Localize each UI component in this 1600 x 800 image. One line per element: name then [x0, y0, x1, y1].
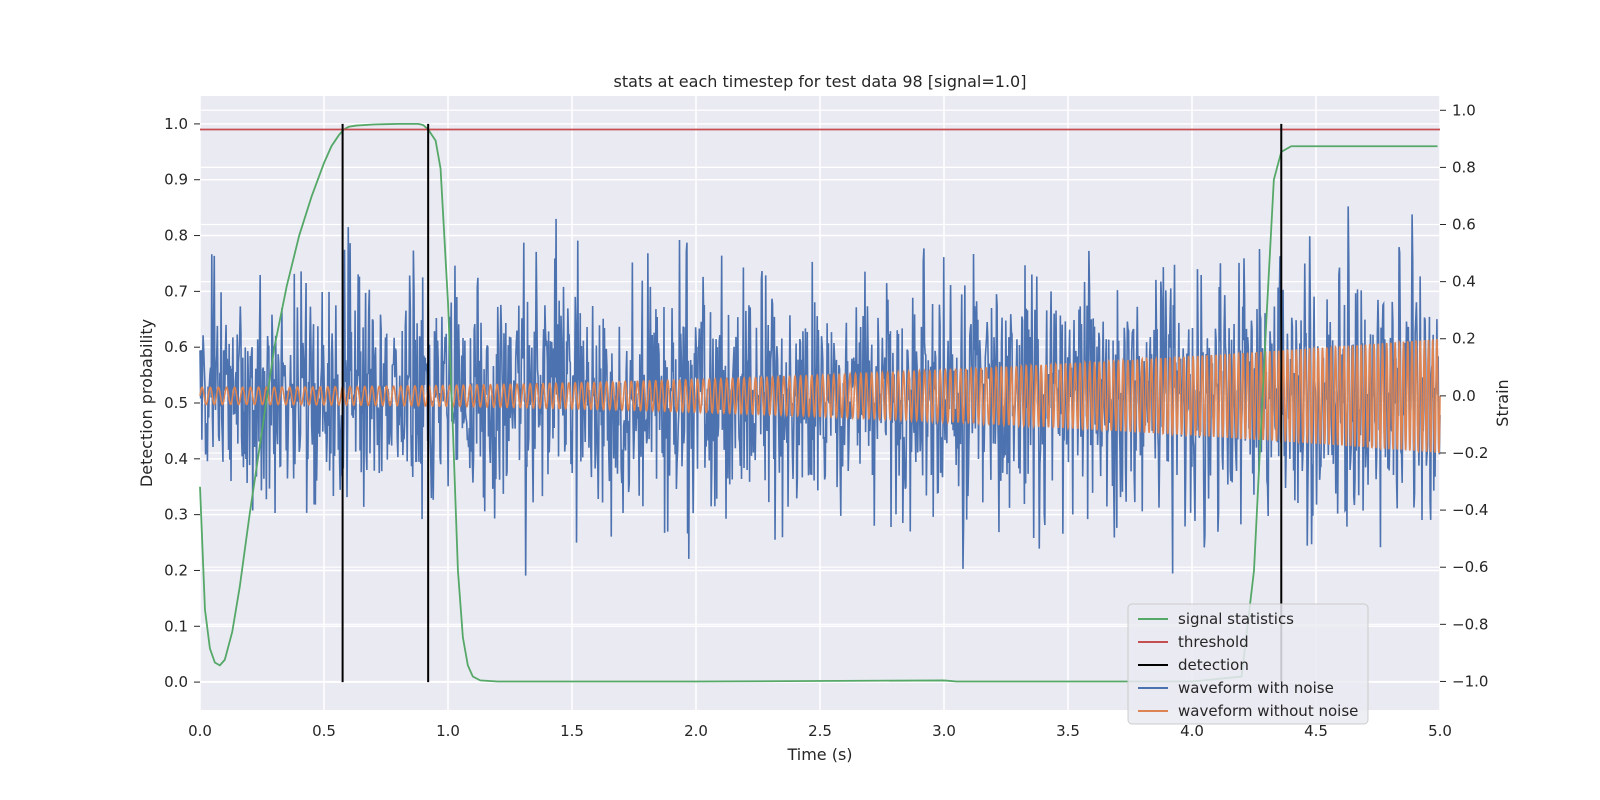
- legend-label: threshold: [1178, 633, 1249, 651]
- plot-marks: [199, 123, 1441, 683]
- legend-label: waveform without noise: [1178, 702, 1358, 720]
- y-tick-label-left: 0.2: [164, 561, 188, 579]
- y-tick-label-right: −0.4: [1452, 501, 1488, 519]
- y-tick-label-left: 0.0: [164, 673, 188, 691]
- x-tick-label: 3.5: [1056, 722, 1080, 740]
- y-tick-label-left: 0.9: [164, 171, 188, 189]
- y-tick-label-right: −1.0: [1452, 672, 1488, 690]
- ticks: 0.0 0.5 1.0 1.5 2.0 2.5 3.0 3.5 4.0 4.5 5.0 0.0 0.1 0…: [164, 101, 1488, 740]
- x-axis-label: Time (s): [786, 745, 852, 764]
- x-tick-label: 2.0: [684, 722, 708, 740]
- y-tick-label-right: 0.4: [1452, 273, 1476, 291]
- waveform-without-noise-line: [199, 338, 1441, 454]
- y-axis-label-left: Detection probability: [137, 319, 156, 487]
- x-tick-label: 3.0: [932, 722, 956, 740]
- y-tick-label-right: −0.8: [1452, 615, 1488, 633]
- y-tick-label-right: −0.2: [1452, 444, 1488, 462]
- y-tick-label-right: 0.0: [1452, 387, 1476, 405]
- y-tick-label-left: 0.1: [164, 617, 188, 635]
- y-tick-label-left: 0.3: [164, 506, 188, 524]
- y-tick-label-left: 0.7: [164, 282, 188, 300]
- y-tick-label-left: 0.5: [164, 394, 188, 412]
- x-tick-label: 4.0: [1180, 722, 1204, 740]
- y-tick-label-right: 1.0: [1452, 101, 1476, 119]
- x-tick-label: 0.0: [188, 722, 212, 740]
- y-axis-label-right: Strain: [1493, 379, 1512, 426]
- x-tick-label: 0.5: [312, 722, 336, 740]
- y-tick-label-right: 0.2: [1452, 330, 1476, 348]
- legend-box: [1127, 603, 1369, 725]
- legend: signal statistics threshold detection wavef…: [1127, 603, 1369, 725]
- y-tick-label-left: 0.6: [164, 338, 188, 356]
- x-tick-label: 5.0: [1428, 722, 1452, 740]
- y-tick-label-right: 0.8: [1452, 158, 1476, 176]
- y-tick-label-left: 0.4: [164, 450, 188, 468]
- y-tick-label-left: 1.0: [164, 115, 188, 133]
- x-tick-label: 1.5: [560, 722, 584, 740]
- x-tick-label: 1.0: [436, 722, 460, 740]
- y-tick-label-right: 0.6: [1452, 216, 1476, 234]
- x-tick-label: 4.5: [1304, 722, 1328, 740]
- legend-label: waveform with noise: [1178, 679, 1334, 697]
- chart-title: stats at each timestep for test data 98 …: [614, 72, 1027, 91]
- legend-label: detection: [1178, 656, 1249, 674]
- y-tick-label-left: 0.8: [164, 227, 188, 245]
- y-tick-label-right: −0.6: [1452, 558, 1488, 576]
- legend-label: signal statistics: [1178, 610, 1294, 628]
- x-tick-label: 2.5: [808, 722, 832, 740]
